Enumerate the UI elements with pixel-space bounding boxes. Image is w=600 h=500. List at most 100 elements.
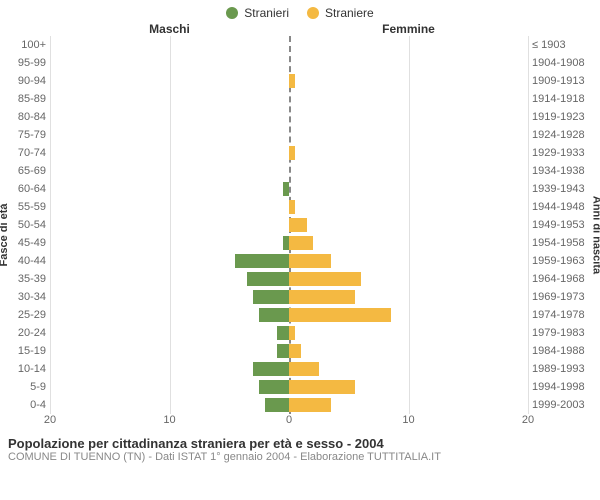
data-row — [50, 324, 528, 342]
data-row — [50, 144, 528, 162]
year-label: ≤ 1903 — [532, 36, 600, 54]
bar-male — [253, 362, 289, 376]
data-row — [50, 72, 528, 90]
legend-item-male: Stranieri — [226, 6, 289, 20]
legend-item-female: Straniere — [307, 6, 374, 20]
legend-swatch-female — [307, 7, 319, 19]
data-row — [50, 360, 528, 378]
bar-female — [289, 200, 295, 214]
legend-label-female: Straniere — [325, 6, 374, 20]
x-ticks: 201001020 — [50, 414, 528, 430]
data-row — [50, 252, 528, 270]
age-label: 0-4 — [0, 396, 46, 414]
x-tick: 10 — [402, 414, 414, 426]
bar-male — [253, 290, 289, 304]
y-right-title: Anni di nascita — [590, 195, 600, 273]
bar-female — [289, 344, 301, 358]
chart-title: Popolazione per cittadinanza straniera p… — [0, 430, 600, 451]
age-label: 85-89 — [0, 90, 46, 108]
data-row — [50, 36, 528, 54]
year-label: 1979-1983 — [532, 324, 600, 342]
age-label: 95-99 — [0, 54, 46, 72]
bar-female — [289, 272, 361, 286]
data-row — [50, 54, 528, 72]
age-label: 80-84 — [0, 108, 46, 126]
pyramid-chart: Stranieri Straniere Maschi Femmine 100+9… — [0, 0, 600, 469]
bar-female — [289, 398, 331, 412]
year-label: 1914-1918 — [532, 90, 600, 108]
bar-male — [277, 344, 289, 358]
age-label: 25-29 — [0, 306, 46, 324]
age-label: 60-64 — [0, 180, 46, 198]
data-row — [50, 288, 528, 306]
year-label: 1974-1978 — [532, 306, 600, 324]
bar-female — [289, 362, 319, 376]
age-label: 100+ — [0, 36, 46, 54]
age-label: 20-24 — [0, 324, 46, 342]
data-row — [50, 342, 528, 360]
data-row — [50, 378, 528, 396]
data-row — [50, 396, 528, 414]
year-label: 1994-1998 — [532, 378, 600, 396]
bar-female — [289, 74, 295, 88]
bar-male — [247, 272, 289, 286]
data-row — [50, 162, 528, 180]
legend-swatch-male — [226, 7, 238, 19]
bar-male — [235, 254, 289, 268]
year-label: 1904-1908 — [532, 54, 600, 72]
year-label: 1984-1988 — [532, 342, 600, 360]
bar-male — [259, 380, 289, 394]
bar-female — [289, 290, 355, 304]
age-label: 10-14 — [0, 360, 46, 378]
legend-label-male: Stranieri — [244, 6, 289, 20]
data-row — [50, 270, 528, 288]
year-label: 1999-2003 — [532, 396, 600, 414]
age-label: 35-39 — [0, 270, 46, 288]
x-tick: 20 — [522, 414, 534, 426]
bar-male — [277, 326, 289, 340]
age-label: 30-34 — [0, 288, 46, 306]
y-left-title: Fasce di età — [0, 203, 10, 266]
x-axis: 201001020 — [0, 414, 600, 430]
chart-subtitle: COMUNE DI TUENNO (TN) - Dati ISTAT 1° ge… — [0, 451, 600, 469]
data-row — [50, 126, 528, 144]
bar-female — [289, 236, 313, 250]
year-label: 1929-1933 — [532, 144, 600, 162]
bar-male — [259, 308, 289, 322]
age-label: 90-94 — [0, 72, 46, 90]
data-row — [50, 198, 528, 216]
age-label: 15-19 — [0, 342, 46, 360]
bar-female — [289, 254, 331, 268]
year-label: 1934-1938 — [532, 162, 600, 180]
data-row — [50, 234, 528, 252]
year-label: 1969-1973 — [532, 288, 600, 306]
year-label: 1924-1928 — [532, 126, 600, 144]
bar-female — [289, 146, 295, 160]
chart-body: 100+95-9990-9485-8980-8475-7970-7465-696… — [0, 36, 600, 414]
bar-female — [289, 218, 307, 232]
age-label: 5-9 — [0, 378, 46, 396]
legend: Stranieri Straniere — [0, 0, 600, 22]
age-label: 75-79 — [0, 126, 46, 144]
data-row — [50, 306, 528, 324]
data-row — [50, 108, 528, 126]
age-label: 65-69 — [0, 162, 46, 180]
column-headers: Maschi Femmine — [0, 22, 600, 36]
year-label: 1919-1923 — [532, 108, 600, 126]
y-axis-year: ≤ 19031904-19081909-19131914-19181919-19… — [528, 36, 600, 414]
year-label: 1989-1993 — [532, 360, 600, 378]
data-row — [50, 90, 528, 108]
bar-female — [289, 380, 355, 394]
bar-male — [265, 398, 289, 412]
bar-female — [289, 326, 295, 340]
bar-female — [289, 308, 391, 322]
x-tick: 0 — [286, 414, 292, 426]
year-label: 1909-1913 — [532, 72, 600, 90]
grid-line — [528, 36, 529, 414]
header-female: Femmine — [289, 22, 528, 36]
x-tick: 10 — [163, 414, 175, 426]
age-label: 70-74 — [0, 144, 46, 162]
data-row — [50, 216, 528, 234]
data-row — [50, 180, 528, 198]
plot-area — [50, 36, 528, 414]
